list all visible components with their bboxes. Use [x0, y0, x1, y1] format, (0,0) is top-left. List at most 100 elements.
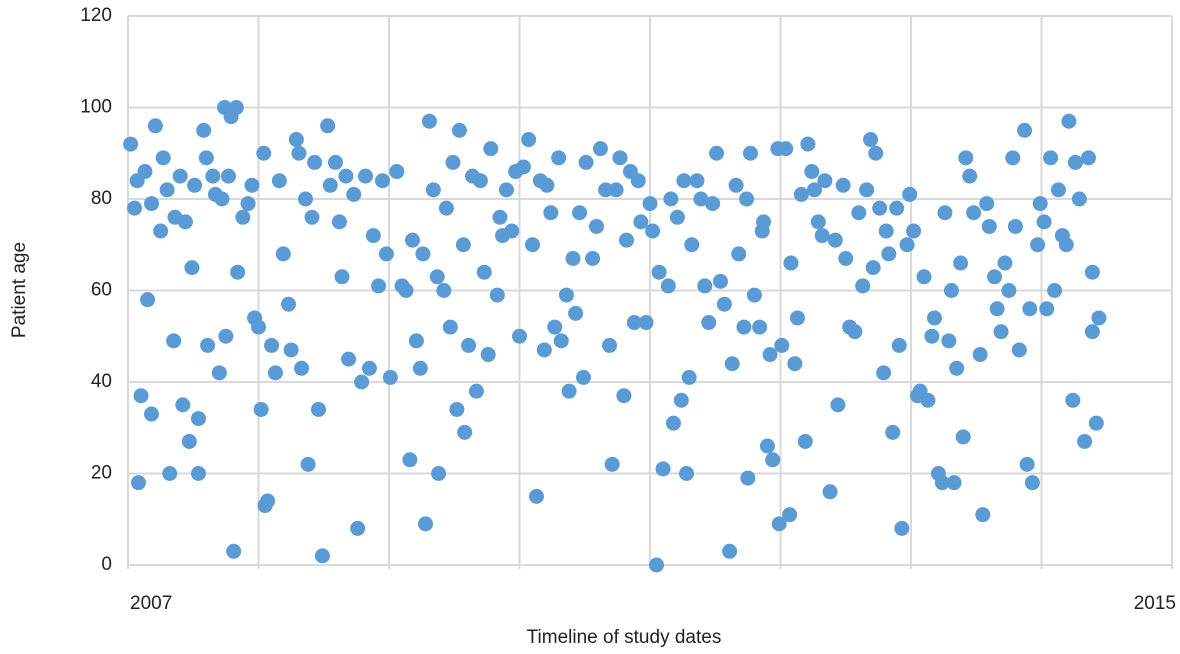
point — [709, 145, 725, 161]
point — [676, 173, 692, 189]
point — [137, 164, 153, 180]
point — [358, 168, 374, 184]
point — [398, 283, 414, 298]
point — [746, 287, 762, 303]
point — [602, 337, 618, 353]
point — [1039, 301, 1055, 317]
point — [894, 520, 910, 536]
point — [619, 232, 635, 248]
point — [899, 237, 915, 253]
point — [665, 415, 681, 431]
point — [275, 246, 291, 262]
point — [1017, 122, 1033, 138]
point — [642, 196, 658, 212]
point — [421, 113, 437, 129]
point — [468, 383, 484, 399]
point — [693, 191, 709, 207]
point — [608, 182, 624, 198]
point — [669, 209, 685, 225]
point — [943, 283, 959, 298]
point — [140, 292, 156, 308]
point — [585, 250, 601, 266]
point — [863, 132, 879, 148]
point — [891, 337, 907, 353]
point — [1058, 237, 1074, 253]
point — [438, 200, 454, 216]
point — [598, 182, 614, 198]
point — [962, 168, 978, 184]
point — [536, 342, 552, 358]
point — [177, 214, 193, 230]
x-axis-title: Timeline of study dates — [527, 627, 722, 648]
point — [722, 543, 738, 559]
point — [288, 132, 304, 148]
point — [937, 205, 953, 221]
point — [740, 470, 756, 486]
point — [731, 246, 747, 262]
point — [1065, 392, 1081, 408]
x-tick-label: 2007 — [130, 593, 172, 614]
point — [1011, 342, 1027, 358]
point — [472, 173, 488, 189]
point — [442, 319, 458, 335]
y-tick-label: 0 — [101, 554, 112, 575]
point — [327, 154, 343, 170]
point — [190, 466, 206, 481]
point — [512, 328, 527, 344]
point — [230, 264, 246, 280]
point — [551, 150, 567, 166]
point — [436, 283, 452, 298]
point — [528, 488, 544, 504]
point — [294, 360, 310, 376]
point — [588, 218, 604, 234]
point — [159, 182, 175, 198]
point — [498, 182, 514, 198]
point — [1067, 154, 1083, 170]
point — [830, 397, 846, 413]
point — [906, 223, 922, 239]
point — [147, 118, 163, 134]
point — [782, 507, 798, 523]
point — [705, 196, 721, 212]
point — [817, 173, 833, 189]
point — [838, 250, 854, 266]
point — [604, 456, 620, 472]
point — [300, 456, 316, 472]
point — [291, 145, 307, 161]
point — [876, 365, 892, 381]
point — [539, 177, 555, 193]
point — [924, 328, 940, 344]
point — [162, 466, 178, 481]
point — [712, 273, 728, 289]
point — [489, 287, 505, 303]
point — [483, 141, 499, 157]
point — [1077, 433, 1093, 449]
point — [679, 466, 695, 481]
point — [633, 214, 649, 230]
point — [133, 388, 149, 404]
point — [322, 177, 338, 193]
point — [1024, 475, 1040, 491]
point — [645, 223, 661, 239]
point — [226, 543, 242, 559]
point — [742, 145, 758, 161]
point — [663, 191, 679, 207]
point — [966, 205, 982, 221]
point — [525, 237, 541, 253]
point — [934, 475, 950, 491]
point — [920, 392, 936, 408]
point — [885, 424, 901, 440]
point — [993, 324, 1009, 340]
point — [320, 118, 336, 134]
point — [651, 264, 667, 280]
point — [455, 237, 471, 253]
point — [1061, 113, 1077, 129]
point — [630, 173, 646, 189]
y-tick-label: 40 — [91, 371, 112, 392]
point — [681, 369, 697, 385]
point — [724, 356, 740, 372]
point — [752, 319, 768, 335]
point — [851, 205, 867, 221]
point — [354, 374, 370, 390]
